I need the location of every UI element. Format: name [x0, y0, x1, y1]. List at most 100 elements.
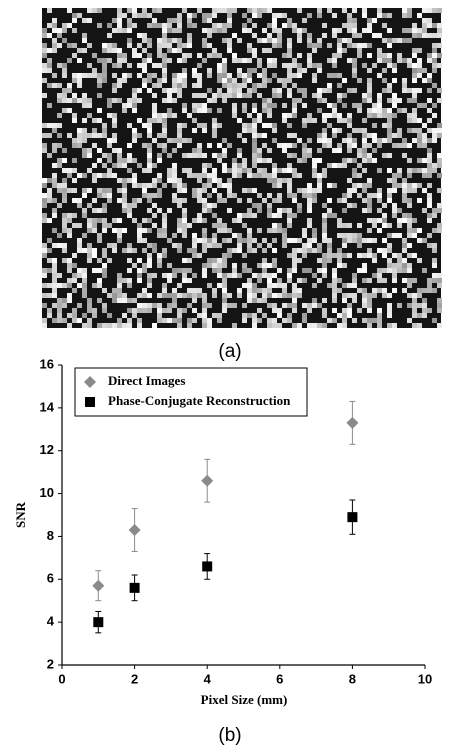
speckle-cell: [377, 193, 382, 198]
speckle-cell: [322, 23, 327, 28]
speckle-cell: [282, 103, 287, 108]
speckle-cell: [112, 173, 117, 178]
speckle-cell: [257, 318, 262, 323]
speckle-cell: [332, 278, 337, 283]
speckle-cell: [177, 293, 182, 298]
speckle-cell: [332, 28, 337, 33]
speckle-cell: [57, 63, 62, 68]
speckle-cell: [107, 198, 112, 203]
speckle-cell: [432, 63, 437, 68]
data-point: [201, 474, 214, 487]
speckle-cell: [257, 38, 262, 43]
speckle-cell: [392, 188, 397, 193]
speckle-cell: [397, 38, 402, 43]
speckle-cell: [337, 128, 342, 133]
speckle-cell: [242, 138, 247, 143]
speckle-cell: [387, 263, 392, 268]
speckle-cell: [437, 298, 442, 303]
speckle-cell: [217, 258, 222, 263]
speckle-cell: [367, 113, 372, 118]
speckle-cell: [422, 288, 427, 293]
speckle-cell: [262, 258, 267, 263]
speckle-cell: [82, 313, 87, 318]
speckle-cell: [382, 23, 387, 28]
speckle-cell: [437, 308, 442, 313]
speckle-cell: [352, 43, 357, 48]
speckle-cell: [322, 253, 327, 258]
speckle-cell: [92, 143, 97, 148]
speckle-cell: [77, 13, 82, 18]
speckle-cell: [52, 23, 57, 28]
speckle-cell: [202, 218, 207, 223]
speckle-cell: [147, 58, 152, 63]
speckle-cell: [102, 253, 107, 258]
speckle-cell: [402, 248, 407, 253]
speckle-cell: [407, 263, 412, 268]
speckle-cell: [247, 288, 252, 293]
speckle-cell: [132, 128, 137, 133]
speckle-cell: [162, 273, 167, 278]
speckle-cell: [192, 153, 197, 158]
speckle-cell: [367, 68, 372, 73]
speckle-cell: [42, 63, 47, 68]
speckle-cell: [377, 138, 382, 143]
speckle-cell: [92, 133, 97, 138]
speckle-cell: [242, 158, 247, 163]
speckle-cell: [202, 303, 207, 308]
speckle-cell: [252, 53, 257, 58]
speckle-cell: [267, 293, 272, 298]
speckle-cell: [87, 218, 92, 223]
speckle-cell: [322, 88, 327, 93]
speckle-cell: [432, 278, 437, 283]
speckle-cell: [297, 53, 302, 58]
speckle-cell: [87, 223, 92, 228]
speckle-cell: [62, 98, 67, 103]
speckle-cell: [187, 38, 192, 43]
speckle-cell: [327, 138, 332, 143]
speckle-cell: [157, 178, 162, 183]
speckle-cell: [347, 193, 352, 198]
speckle-cell: [407, 13, 412, 18]
speckle-cell: [47, 313, 52, 318]
speckle-cell: [122, 248, 127, 253]
speckle-cell: [202, 293, 207, 298]
speckle-cell: [117, 298, 122, 303]
speckle-cell: [222, 183, 227, 188]
speckle-cell: [52, 143, 57, 148]
speckle-cell: [187, 248, 192, 253]
speckle-cell: [292, 248, 297, 253]
speckle-cell: [62, 158, 67, 163]
speckle-cell: [307, 13, 312, 18]
speckle-cell: [212, 123, 217, 128]
speckle-cell: [147, 163, 152, 168]
speckle-cell: [132, 313, 137, 318]
speckle-cell: [262, 293, 267, 298]
speckle-cell: [77, 73, 82, 78]
speckle-cell: [407, 88, 412, 93]
speckle-cell: [232, 233, 237, 238]
speckle-cell: [207, 283, 212, 288]
speckle-cell: [252, 148, 257, 153]
speckle-cell: [52, 283, 57, 288]
speckle-cell: [167, 108, 172, 113]
speckle-cell: [122, 13, 127, 18]
speckle-cell: [217, 228, 222, 233]
speckle-cell: [157, 153, 162, 158]
speckle-cell: [327, 213, 332, 218]
speckle-cell: [262, 98, 267, 103]
speckle-cell: [57, 318, 62, 323]
speckle-cell: [242, 103, 247, 108]
speckle-cell: [152, 18, 157, 23]
speckle-cell: [217, 143, 222, 148]
speckle-cell: [167, 173, 172, 178]
speckle-cell: [107, 158, 112, 163]
speckle-cell: [422, 78, 427, 83]
speckle-cell: [182, 153, 187, 158]
speckle-cell: [397, 173, 402, 178]
speckle-cell: [82, 73, 87, 78]
speckle-cell: [67, 278, 72, 283]
speckle-cell: [142, 123, 147, 128]
speckle-cell: [272, 228, 277, 233]
speckle-cell: [317, 183, 322, 188]
speckle-cell: [292, 113, 297, 118]
